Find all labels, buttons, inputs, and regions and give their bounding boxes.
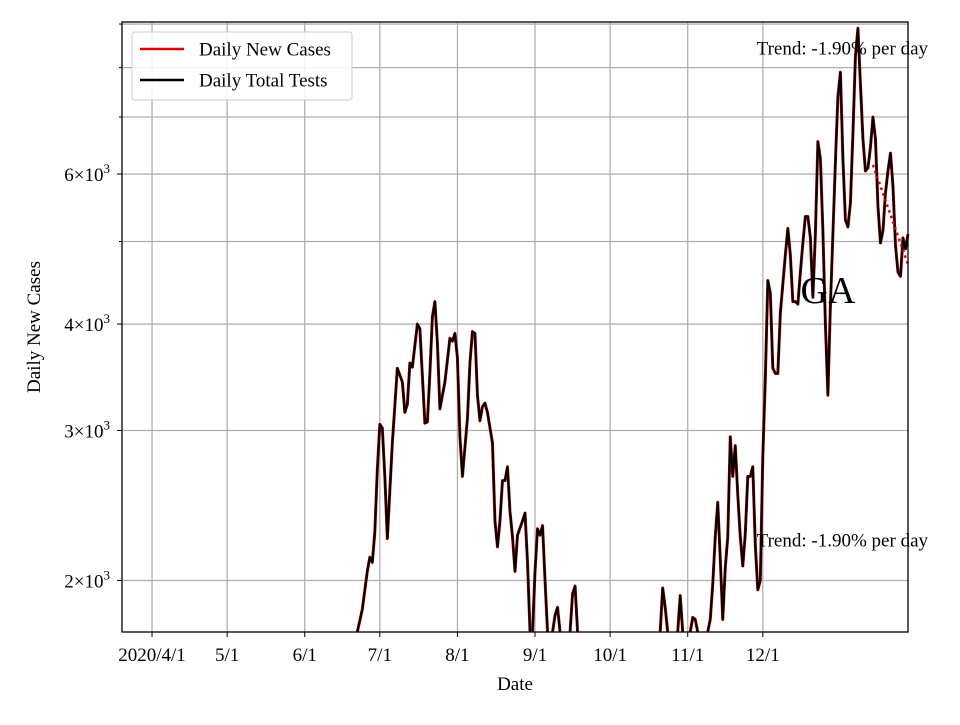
y-axis-label: Daily New Cases [24,261,45,393]
daily-total-tests-line [356,300,532,633]
daily-total-tests-line [676,594,684,633]
x-tick-label: 7/1 [368,645,392,666]
legend-label-daily-new-cases: Daily New Cases [199,40,331,61]
x-tick-label: 2020/4/1 [118,645,186,666]
x-tick-label: 9/1 [523,645,547,666]
x-tick-label: 10/1 [593,645,627,666]
y-tick-label: 3×103 [64,417,110,442]
legend: Daily New Cases Daily Total Tests [131,31,353,101]
daily-total-tests-line [531,524,549,633]
x-tick-label: 5/1 [215,645,239,666]
series-lines [355,26,910,633]
daily-total-tests-line [659,586,669,633]
trend-annotation-bottom: Trend: -1.90% per day [757,531,929,552]
daily-total-tests-line [689,616,699,633]
x-tick-label: 11/1 [671,645,704,666]
x-tick-label: 6/1 [293,645,317,666]
annotations: Trend: -1.90% per day Trend: -1.90% per … [757,39,929,552]
trend-annotation-top: Trend: -1.90% per day [757,39,929,60]
x-tick-label: 12/1 [746,645,780,666]
y-tick-label: 6×103 [64,161,110,186]
state-annotation: GA [801,270,856,312]
y-tick-label: 4×103 [64,311,110,336]
grid-lines [122,22,908,632]
x-axis-label: Date [497,674,533,695]
legend-label-daily-total-tests: Daily Total Tests [199,71,328,92]
legend-box [131,31,353,101]
y-tick-label: 2×103 [64,567,110,592]
daily-total-tests-line [551,606,562,633]
x-tick-label: 8/1 [445,645,469,666]
plot-area-frame [121,21,909,633]
axis-ticks: 2020/4/1 5/1 6/1 7/1 8/1 9/1 10/1 11/1 12/1 2×103… [64,23,780,666]
daily-total-tests-line [568,584,579,633]
daily-total-tests-line [706,27,910,633]
